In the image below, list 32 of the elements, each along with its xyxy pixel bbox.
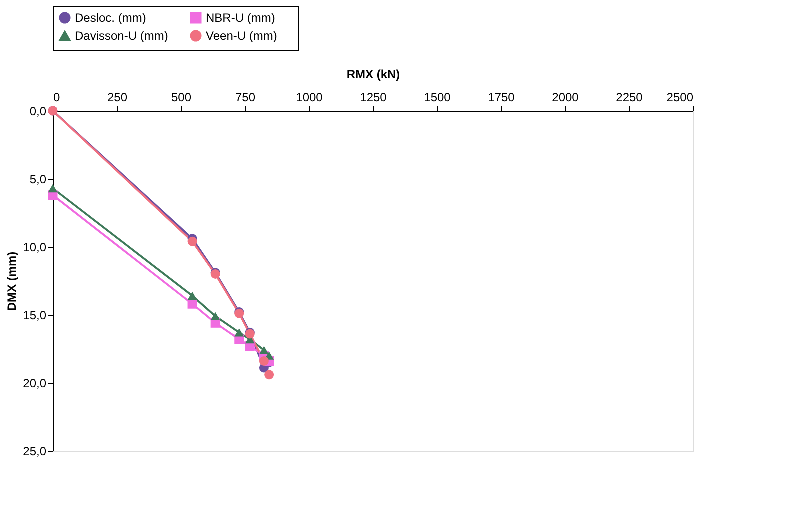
x-tick-label: 2000 [552,90,580,104]
legend-label: Veen-U (mm) [206,29,278,43]
y-axis-title: DMX (mm) [5,252,20,312]
y-tick-label: 15,0 [23,308,47,322]
point [234,328,244,337]
point [264,370,274,380]
y-tick-label: 25,0 [23,444,47,458]
x-tick-label: 500 [171,90,192,104]
y-tick-label: 10,0 [23,240,47,254]
x-tick-label: 2250 [616,90,644,104]
legend-label: Desloc. (mm) [75,11,146,25]
point [188,292,198,300]
x-tick-label: 1250 [360,90,388,104]
point [259,356,269,366]
x-axis-title: RMX (kN) [346,68,400,82]
y-tick-label: 20,0 [23,376,47,390]
x-tick-label: 1500 [424,90,452,104]
x-tick-label: 250 [107,90,128,104]
x-tick-label: 1000 [296,90,324,104]
legend-label: NBR-U (mm) [206,11,276,25]
point [48,184,58,193]
x-tick-label: 1750 [488,90,516,104]
y-tick-label: 5,0 [30,172,47,186]
point [259,346,269,354]
point [188,299,198,309]
x-tick-label: 750 [235,90,256,104]
x-tick-label: 0 [54,90,60,104]
y-tick-label: 0,0 [30,104,47,118]
point [210,312,220,320]
x-tick-label: 2500 [666,90,694,104]
legend-label: Davisson-U (mm) [75,29,168,43]
point [188,236,198,246]
